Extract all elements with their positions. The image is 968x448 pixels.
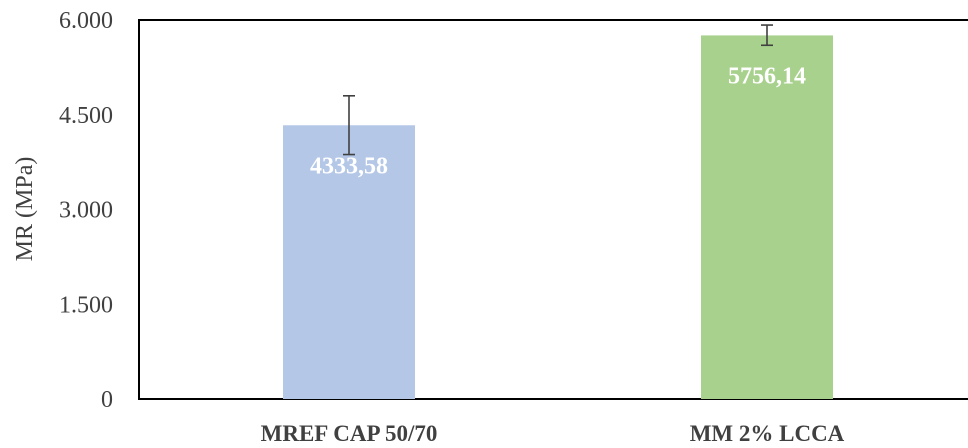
y-tick-label: 3.000 [59, 198, 113, 224]
y-tick-label: 0 [101, 387, 113, 413]
category-label: MREF CAP 50/70 [261, 421, 438, 446]
error-bar [761, 24, 773, 47]
plot-frame [138, 19, 968, 400]
y-axis-title: MR (MPa) [12, 157, 38, 262]
error-bar [343, 95, 355, 156]
y-tick-label: 4.500 [59, 103, 113, 129]
bar [283, 125, 415, 399]
y-tick-label: 1.500 [59, 292, 113, 318]
error-bars [343, 24, 773, 156]
bar [701, 35, 833, 400]
bar-value-label: 5756,14 [728, 63, 806, 89]
y-axis-ticks: 0 1.500 3.000 4.500 6.000 [59, 8, 113, 413]
y-tick-label: 6.000 [59, 8, 113, 34]
data-labels: 4333,58 5756,14 [310, 63, 806, 179]
bar-value-label: 4333,58 [310, 153, 388, 179]
x-axis-categories: MREF CAP 50/70 MM 2% LCCA [261, 421, 845, 446]
category-label: MM 2% LCCA [690, 421, 845, 446]
bars [283, 35, 833, 400]
